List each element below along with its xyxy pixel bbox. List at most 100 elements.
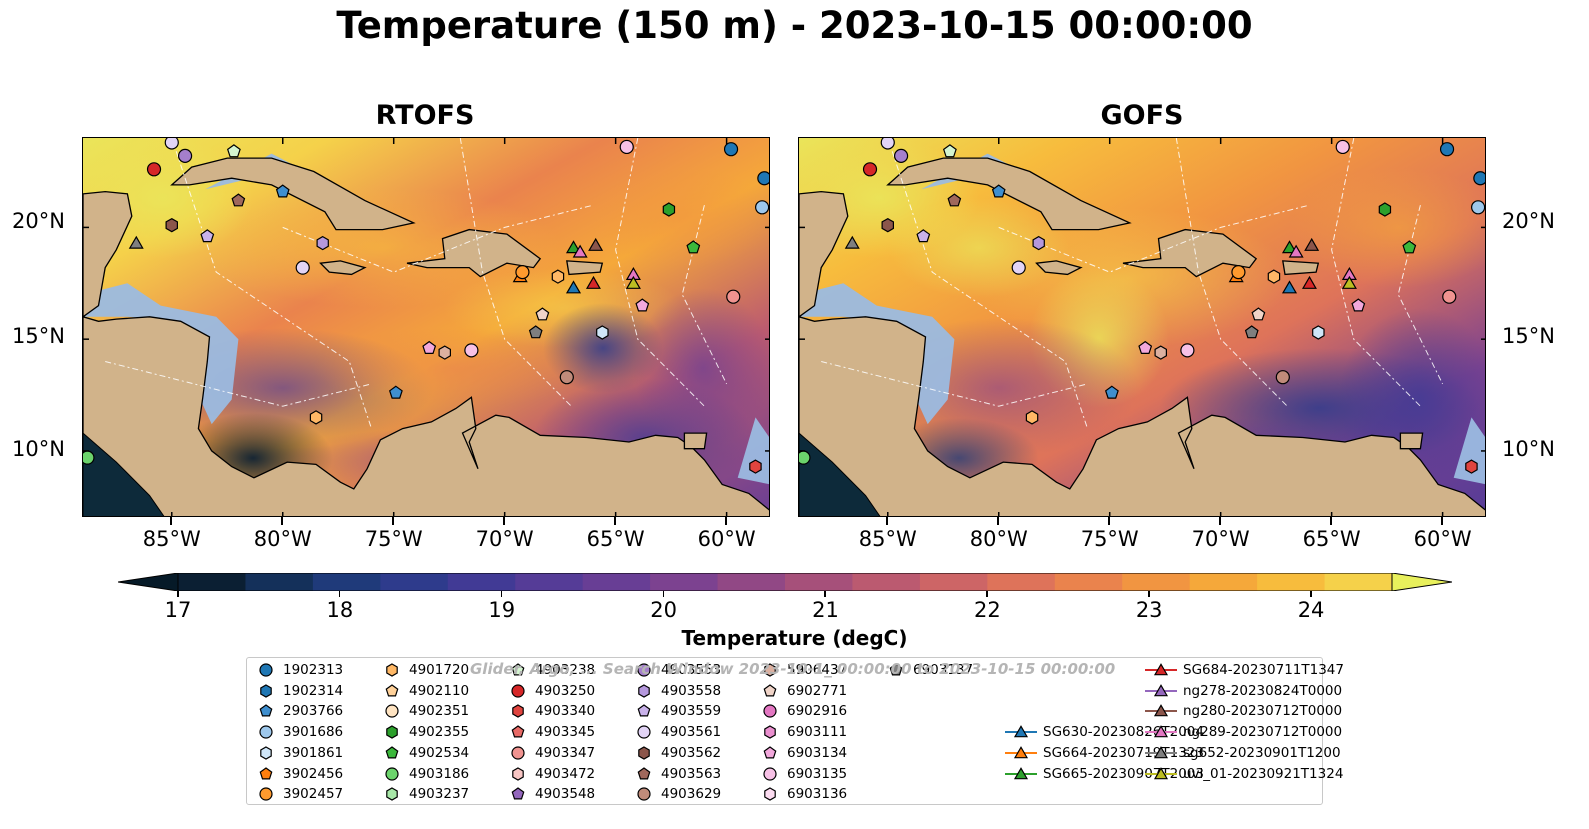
argo-float-marker [422, 340, 437, 354]
colorbar-bin [650, 573, 719, 591]
landmass-cuba [886, 157, 1132, 231]
glider-track-marker [1288, 244, 1304, 258]
legend-item: 4903548 [507, 784, 595, 804]
legend-hexagon-icon [386, 787, 398, 801]
landmass-central [799, 316, 1485, 516]
legend: 1902313 1902314 2903766 3901686 3901861 39024… [246, 657, 1344, 805]
argo-float-marker [1402, 240, 1417, 254]
lon-tick-label: 80°W [969, 527, 1028, 551]
lon-tick-label: 60°W [697, 527, 756, 551]
legend-circle-icon [637, 663, 651, 677]
colorbar-bin [1122, 573, 1191, 591]
legend-label: 4903186 [409, 765, 470, 782]
legend-item: 6903134 [759, 743, 847, 763]
argo-float-marker [862, 162, 878, 177]
legend-label: 4903562 [661, 744, 722, 761]
legend-label: 4903629 [661, 786, 722, 803]
legend-label: 4902110 [409, 682, 470, 699]
legend-triangle-icon [1153, 745, 1169, 759]
legend-label: 3902456 [283, 765, 344, 782]
legend-label: 6903111 [787, 724, 848, 741]
argo-float-marker [309, 410, 323, 425]
legend-label: 4903563 [661, 765, 722, 782]
argo-float-marker [662, 202, 676, 217]
legend-pentagon-icon [385, 683, 399, 697]
colorbar-tick-label: 23 [1135, 598, 1163, 622]
legend-pentagon-icon [511, 787, 525, 800]
argo-float-marker [1011, 260, 1026, 275]
argo-float-marker [1471, 200, 1485, 215]
legend-hexagon-icon [638, 746, 650, 760]
gofs-map[interactable] [798, 137, 1486, 517]
legend-hexagon-icon [260, 683, 272, 698]
legend-label: sg652-20230901T1200 [1183, 744, 1341, 761]
colorbar-bin [582, 573, 651, 591]
glider-track-marker [588, 237, 604, 251]
glider-track-marker [1304, 237, 1320, 251]
legend-item: 3902456 [255, 764, 343, 784]
legend-item: ng278-20230824T0000 [1145, 681, 1342, 701]
legend-hexagon-icon [386, 663, 398, 677]
legend-item: 1902313 [255, 660, 343, 680]
argo-float-marker [1275, 370, 1290, 385]
legend-label: 4903561 [661, 724, 722, 741]
legend-label: 4903250 [535, 682, 596, 699]
legend-label: 4903558 [661, 682, 722, 699]
argo-float-marker [165, 218, 179, 233]
rtofs-map[interactable] [82, 137, 770, 517]
legend-item: 6903135 [759, 764, 847, 784]
legend-triangle-icon [1013, 725, 1029, 738]
legend-item: 4903561 [633, 722, 721, 742]
legend-triangle-icon [1153, 766, 1169, 779]
argo-float-marker [1180, 343, 1195, 358]
glider-track-marker [1341, 275, 1357, 289]
legend-circle-icon [385, 704, 399, 718]
legend-label: ng289-20230712T0000 [1183, 724, 1343, 741]
lon-tick-label: 70°W [475, 527, 534, 551]
argo-float-marker [464, 343, 479, 358]
legend-label: 6903134 [787, 744, 848, 761]
lat-tick-label-right: 20°N [1502, 209, 1555, 233]
landmass-jamaica [319, 260, 367, 276]
argo-float-marker [726, 289, 741, 304]
landmass-central [83, 316, 769, 516]
lon-tick-label: 80°W [253, 527, 312, 551]
legend-item: 6903136 [759, 784, 847, 804]
argo-float-marker [723, 142, 739, 157]
colorbar-bin [717, 573, 786, 591]
legend-label: 6902916 [787, 703, 848, 720]
legend-pentagon-icon [637, 766, 651, 779]
legend-item: 4901720 [381, 660, 469, 680]
colorbar-bin [245, 573, 314, 591]
lon-tick-label: 85°W [142, 527, 201, 551]
glider-track-marker [565, 240, 582, 254]
legend-circle-icon [511, 684, 525, 698]
argo-float-marker [619, 139, 634, 155]
legend-circle-icon [259, 787, 273, 801]
argo-float-marker [942, 144, 957, 158]
legend-label: 6902771 [787, 682, 848, 699]
argo-float-marker [83, 450, 95, 465]
argo-float-marker [881, 218, 895, 233]
colorbar-bin [1324, 573, 1393, 591]
colorbar-bin [1054, 573, 1123, 591]
argo-float-marker [226, 144, 241, 158]
legend-label: SG684-20230711T1347 [1183, 662, 1344, 678]
legend-item: 4903186 [381, 764, 469, 784]
colorbar-bin [852, 573, 921, 591]
colorbar-tick-label: 21 [812, 598, 839, 622]
argo-float-marker [316, 235, 329, 251]
argo-float-marker [177, 148, 193, 163]
glider-track-marker [585, 275, 601, 289]
legend-triangle-icon [1153, 704, 1169, 717]
argo-float-marker [551, 269, 565, 284]
legend-label: 4903553 [661, 662, 722, 678]
colorbar-bin [515, 573, 584, 591]
argo-float-marker [893, 148, 909, 163]
argo-float-marker [275, 184, 290, 198]
legend-pentagon-icon [763, 683, 777, 697]
legend-hexagon-icon [260, 746, 272, 760]
legend-item: 4902110 [381, 681, 469, 701]
argo-float-marker [1032, 235, 1045, 251]
argo-float-marker [1465, 459, 1478, 474]
